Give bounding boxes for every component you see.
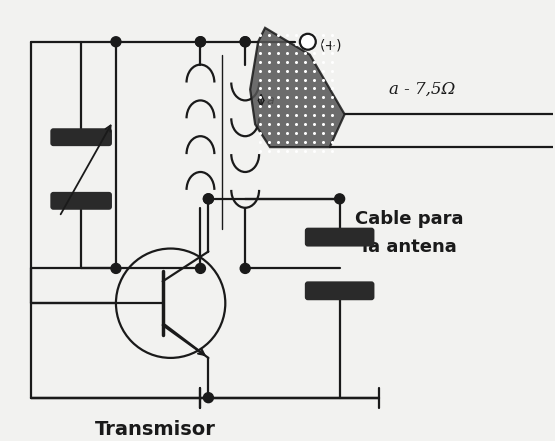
FancyBboxPatch shape	[305, 228, 375, 247]
FancyBboxPatch shape	[51, 128, 112, 146]
Circle shape	[204, 392, 213, 403]
FancyBboxPatch shape	[51, 192, 112, 210]
Circle shape	[195, 37, 205, 47]
Text: a: a	[266, 94, 274, 107]
Circle shape	[204, 194, 213, 204]
Circle shape	[240, 37, 250, 47]
Circle shape	[335, 194, 345, 204]
FancyBboxPatch shape	[305, 281, 375, 300]
Circle shape	[300, 34, 316, 50]
Circle shape	[111, 37, 121, 47]
Circle shape	[240, 263, 250, 273]
Text: a - 7,5Ω: a - 7,5Ω	[390, 81, 456, 98]
Circle shape	[204, 194, 213, 204]
Circle shape	[111, 263, 121, 273]
Text: Transmisor: Transmisor	[95, 420, 216, 439]
Text: la antena: la antena	[362, 238, 457, 255]
Polygon shape	[250, 28, 345, 147]
Text: (+): (+)	[320, 39, 342, 53]
Circle shape	[195, 263, 205, 273]
Text: Cable para: Cable para	[355, 210, 463, 228]
Circle shape	[195, 37, 205, 47]
Circle shape	[240, 37, 250, 47]
